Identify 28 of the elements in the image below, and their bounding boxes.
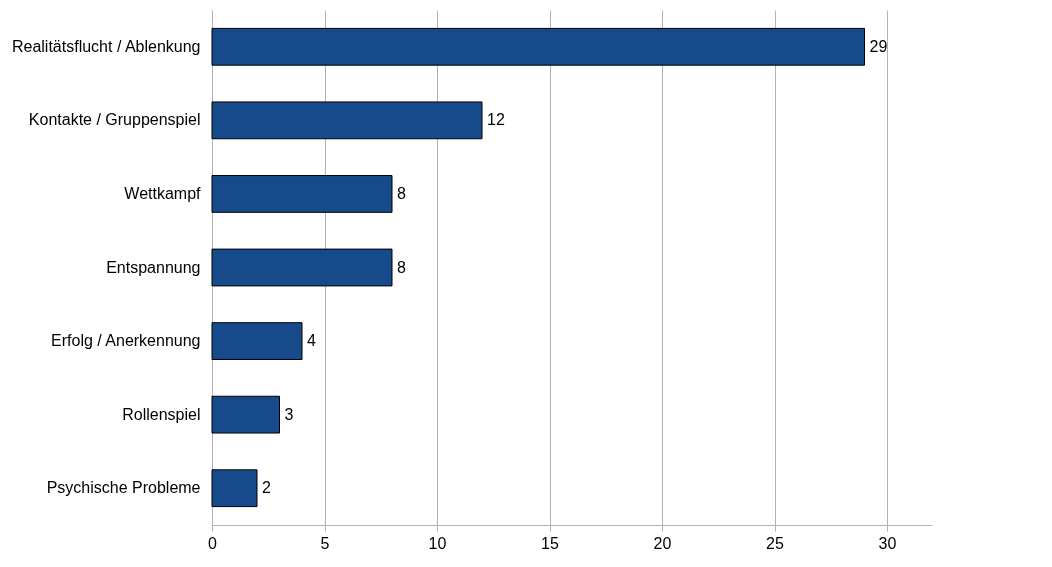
data-label: 8 xyxy=(397,258,406,276)
bar xyxy=(211,395,280,434)
bar xyxy=(211,27,865,66)
x-tick-label: 25 xyxy=(766,534,784,552)
x-tick-label: 0 xyxy=(208,534,218,552)
data-label: 12 xyxy=(487,111,505,129)
y-tick-label: Erfolg / Anerkennung xyxy=(51,332,201,350)
bar xyxy=(211,101,483,140)
bar xyxy=(211,248,393,287)
y-tick-label: Entspannung xyxy=(106,258,201,276)
bar xyxy=(211,175,393,213)
y-tick-label: Psychische Probleme xyxy=(46,479,201,497)
data-label: 8 xyxy=(397,184,406,202)
x-tick-label: 20 xyxy=(653,534,672,552)
x-tick-label: 15 xyxy=(541,534,559,552)
bar xyxy=(211,322,303,360)
y-tick-label: Realitätsflucht / Ablenkung xyxy=(11,37,201,55)
x-tick-label: 30 xyxy=(878,534,897,552)
data-label: 4 xyxy=(307,332,316,350)
x-tick-label: 5 xyxy=(320,534,330,552)
data-label: 3 xyxy=(284,405,294,423)
y-tick-label: Wettkampf xyxy=(124,184,202,202)
x-tick-label: 10 xyxy=(428,534,447,552)
data-label: 29 xyxy=(869,37,888,55)
y-tick-label: Kontakte / Gruppenspiel xyxy=(28,111,201,129)
bar xyxy=(211,469,258,508)
y-tick-label: Rollenspiel xyxy=(122,405,201,423)
data-label: 2 xyxy=(262,479,271,497)
